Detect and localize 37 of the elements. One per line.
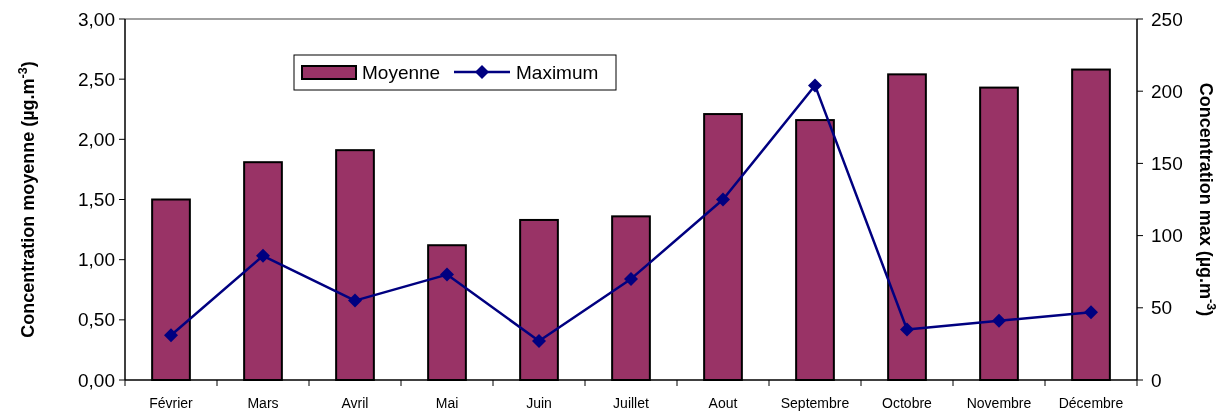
- y-tick-label: 0,00: [78, 369, 115, 391]
- point: [808, 78, 822, 93]
- point: [624, 271, 638, 286]
- x-tick-label: Octobre: [882, 395, 933, 411]
- x-tick-label: Aout: [708, 395, 738, 411]
- x-tick-label: Juin: [526, 395, 552, 411]
- y2-tick-label: 150: [1151, 153, 1183, 175]
- point: [164, 328, 178, 343]
- y2-tick-label: 50: [1151, 297, 1173, 319]
- x-tick-label: Février: [149, 395, 194, 411]
- y2-tick-label: 250: [1151, 8, 1183, 30]
- point: [992, 313, 1006, 328]
- y-tick-label: 2,50: [78, 68, 115, 90]
- x-tick-label: Mai: [435, 395, 459, 411]
- y-tick-label: 2,00: [78, 128, 115, 150]
- y-tick-label: 1,00: [78, 249, 115, 271]
- x-tick-label: Juillet: [613, 395, 649, 411]
- y-tick-label: 3,00: [78, 8, 115, 30]
- y-tick-label: 1,50: [78, 189, 115, 211]
- y2-tick-label: 0: [1151, 369, 1162, 391]
- point: [716, 192, 730, 207]
- legend-label: Maximum: [516, 62, 599, 83]
- point: [900, 322, 914, 337]
- x-tick-label: Septembre: [780, 395, 850, 411]
- x-tick-label: Décembre: [1058, 395, 1124, 411]
- x-tick-label: Avril: [341, 395, 369, 411]
- y2-tick-label: 100: [1151, 225, 1183, 247]
- legend-label: Moyenne: [362, 62, 441, 83]
- x-tick-label: Mars: [247, 395, 279, 411]
- point: [532, 334, 546, 349]
- point: [1084, 305, 1098, 320]
- point: [440, 267, 454, 282]
- point: [256, 248, 270, 263]
- y-tick-label: 0,50: [78, 309, 115, 331]
- y2-tick-label: 200: [1151, 80, 1183, 102]
- point: [348, 293, 362, 308]
- x-tick-label: Novembre: [966, 395, 1032, 411]
